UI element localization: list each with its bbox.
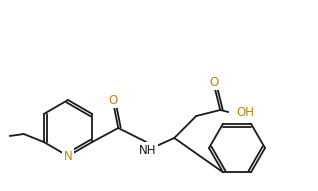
Text: O: O <box>210 75 219 88</box>
Text: N: N <box>64 150 73 163</box>
Text: O: O <box>109 94 118 107</box>
Text: NH: NH <box>139 143 156 156</box>
Text: OH: OH <box>236 105 254 118</box>
